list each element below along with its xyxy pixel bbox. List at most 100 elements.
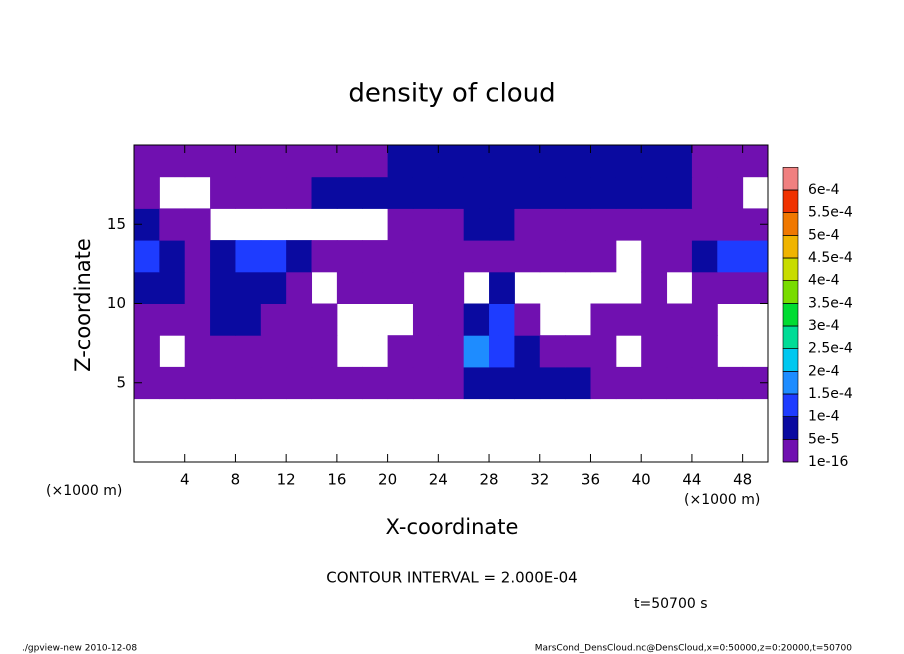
contour-cell	[286, 399, 312, 431]
x-tick-label: 36	[581, 471, 600, 489]
contour-cell	[286, 366, 313, 400]
colorbar-box	[782, 439, 799, 463]
contour-cell	[666, 208, 693, 241]
contour-cell	[590, 335, 617, 368]
x-axis-label: X-coordinate	[386, 515, 519, 539]
contour-cell	[286, 303, 313, 336]
contour-cell	[260, 303, 287, 336]
contour-cell	[615, 145, 642, 178]
contour-cell	[539, 176, 566, 209]
colorbar-label: 2.5e-4	[808, 341, 853, 357]
contour-cell	[565, 399, 591, 431]
contour-cell	[134, 271, 160, 304]
x-unit-label: (×1000 m)	[46, 483, 122, 499]
contour-cell	[565, 272, 591, 304]
contour-cell	[489, 399, 515, 431]
contour-cell	[692, 430, 718, 462]
contour-cell	[667, 272, 693, 304]
contour-cell	[666, 176, 693, 209]
contour-cell	[692, 399, 718, 431]
contour-cell	[539, 240, 566, 273]
contour-cell	[691, 208, 718, 241]
x-tick-label: 28	[479, 471, 498, 489]
contour-cell	[134, 430, 160, 462]
contour-cell	[666, 366, 693, 400]
contour-cell	[286, 240, 313, 273]
contour-cell	[590, 430, 616, 462]
colorbar-label: 3.5e-4	[808, 295, 853, 311]
contour-cell	[260, 271, 287, 304]
contour-cell	[463, 303, 490, 336]
contour-cell	[539, 145, 566, 178]
contour-cell	[387, 240, 414, 273]
contour-cell	[260, 145, 287, 178]
colorbar-box	[782, 325, 799, 349]
y-tick-label: 5	[116, 373, 126, 391]
contour-cell	[185, 177, 211, 209]
y-axis-label: Z-coordinate	[71, 238, 95, 372]
contour-cell	[717, 366, 744, 400]
contour-cell	[717, 240, 744, 273]
x-tick-label: 48	[733, 471, 752, 489]
contour-cell	[210, 335, 236, 368]
contour-cell	[210, 176, 236, 209]
contour-cell	[565, 208, 591, 241]
contour-cell	[185, 430, 211, 462]
contour-cell	[641, 335, 668, 368]
contour-cell	[540, 304, 566, 336]
contour-cell	[184, 271, 211, 304]
contour-cell	[210, 208, 236, 240]
contour-cell	[691, 176, 718, 209]
contour-cell	[565, 304, 591, 336]
contour-cell	[616, 335, 642, 367]
colorbar-box	[782, 189, 799, 213]
contour-cell	[185, 399, 211, 431]
contour-cell	[666, 240, 693, 273]
contour-cell	[590, 366, 617, 400]
contour-cell	[134, 399, 160, 431]
contour-cell	[616, 430, 642, 462]
colorbar-label: 4.5e-4	[808, 250, 853, 266]
contour-cell	[412, 208, 439, 241]
contour-cell	[540, 399, 566, 431]
contour-cell	[615, 366, 642, 400]
contour-cell	[311, 176, 338, 209]
contour-cell	[489, 145, 515, 178]
contour-cell	[691, 303, 718, 336]
contour-cell	[438, 271, 465, 304]
contour-cell	[312, 430, 338, 462]
colorbar-label: 1e-16	[808, 454, 848, 470]
contour-cell	[514, 430, 540, 462]
contour-cell	[691, 145, 718, 178]
contour-cell	[286, 176, 313, 209]
contour-cell	[743, 335, 769, 367]
contour-cell	[691, 366, 718, 400]
contour-cell	[641, 208, 668, 241]
contour-cell	[412, 335, 439, 368]
x-tick-label: 16	[327, 471, 346, 489]
contour-cell	[337, 208, 363, 240]
contour-cell	[539, 335, 566, 368]
contour-cell	[312, 272, 338, 304]
contour-cell	[311, 240, 338, 273]
contour-cell	[616, 240, 642, 272]
contour-cell	[666, 335, 693, 368]
contour-cell	[235, 176, 262, 209]
contour-cell	[387, 176, 414, 209]
contour-cell	[235, 399, 261, 431]
contour-cell	[590, 145, 617, 178]
contour-cell	[336, 366, 363, 400]
contour-cell	[667, 399, 693, 431]
contour-cell	[159, 271, 186, 304]
contour-cell	[286, 271, 313, 304]
contour-cell	[514, 303, 541, 336]
contour-cell	[159, 303, 186, 336]
contour-cell	[691, 271, 718, 304]
contour-cell	[590, 240, 617, 273]
contour-cell	[742, 271, 769, 304]
contour-cell	[159, 399, 185, 431]
colorbar-box	[782, 303, 799, 327]
contour-cell	[489, 335, 515, 368]
contour-cell	[387, 335, 414, 368]
contour-cell	[184, 366, 211, 400]
